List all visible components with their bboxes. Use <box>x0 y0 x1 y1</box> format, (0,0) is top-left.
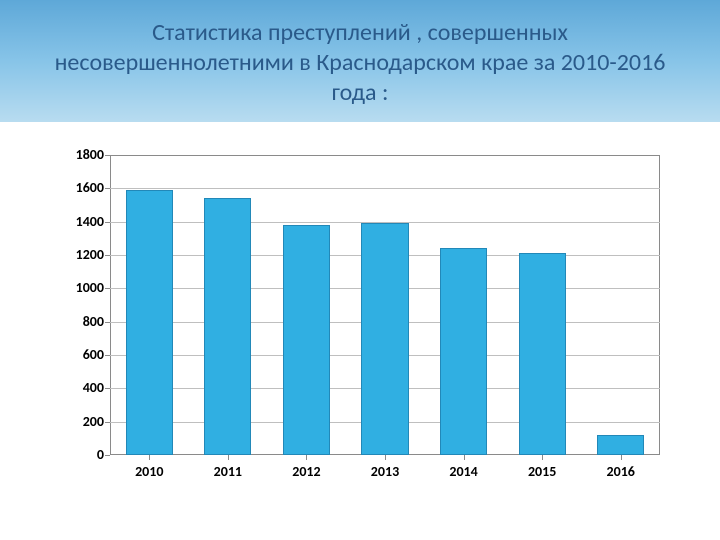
y-tick <box>105 255 110 256</box>
y-axis-label: 0 <box>60 446 104 463</box>
y-axis-label: 1400 <box>60 213 104 230</box>
bar <box>283 225 330 455</box>
y-tick <box>105 322 110 323</box>
x-axis-label: 2010 <box>119 463 179 480</box>
slide-title: Статистика преступлений , совершенных не… <box>40 18 680 108</box>
y-axis-label: 1800 <box>60 146 104 163</box>
x-tick <box>228 455 229 460</box>
x-axis-label: 2013 <box>355 463 415 480</box>
y-tick <box>105 355 110 356</box>
x-tick <box>306 455 307 460</box>
bar <box>597 435 644 455</box>
x-axis-label: 2011 <box>198 463 258 480</box>
bar <box>361 223 408 456</box>
x-tick <box>621 455 622 460</box>
bar <box>204 198 251 455</box>
y-axis-label: 600 <box>60 346 104 363</box>
y-axis-label: 200 <box>60 413 104 430</box>
y-axis-label: 1600 <box>60 179 104 196</box>
y-tick <box>105 455 110 456</box>
x-axis-label: 2015 <box>512 463 572 480</box>
title-band: Статистика преступлений , совершенных не… <box>0 0 720 122</box>
y-tick <box>105 388 110 389</box>
x-tick <box>464 455 465 460</box>
y-axis-label: 800 <box>60 313 104 330</box>
y-tick <box>105 222 110 223</box>
x-tick <box>542 455 543 460</box>
bar <box>440 248 487 455</box>
x-axis-label: 2012 <box>276 463 336 480</box>
y-tick <box>105 422 110 423</box>
x-tick <box>149 455 150 460</box>
chart-plot-area <box>110 155 660 455</box>
bar-chart: 020040060080010001200140016001800 201020… <box>60 155 660 495</box>
bar <box>126 190 173 455</box>
gridline <box>110 188 660 189</box>
x-axis-label: 2016 <box>591 463 651 480</box>
y-axis-label: 400 <box>60 379 104 396</box>
slide: Статистика преступлений , совершенных не… <box>0 0 720 540</box>
y-axis-label: 1200 <box>60 246 104 263</box>
y-tick <box>105 288 110 289</box>
bar <box>519 253 566 455</box>
x-axis-label: 2014 <box>434 463 494 480</box>
y-axis-label: 1000 <box>60 279 104 296</box>
x-tick <box>385 455 386 460</box>
y-tick <box>105 155 110 156</box>
y-tick <box>105 188 110 189</box>
